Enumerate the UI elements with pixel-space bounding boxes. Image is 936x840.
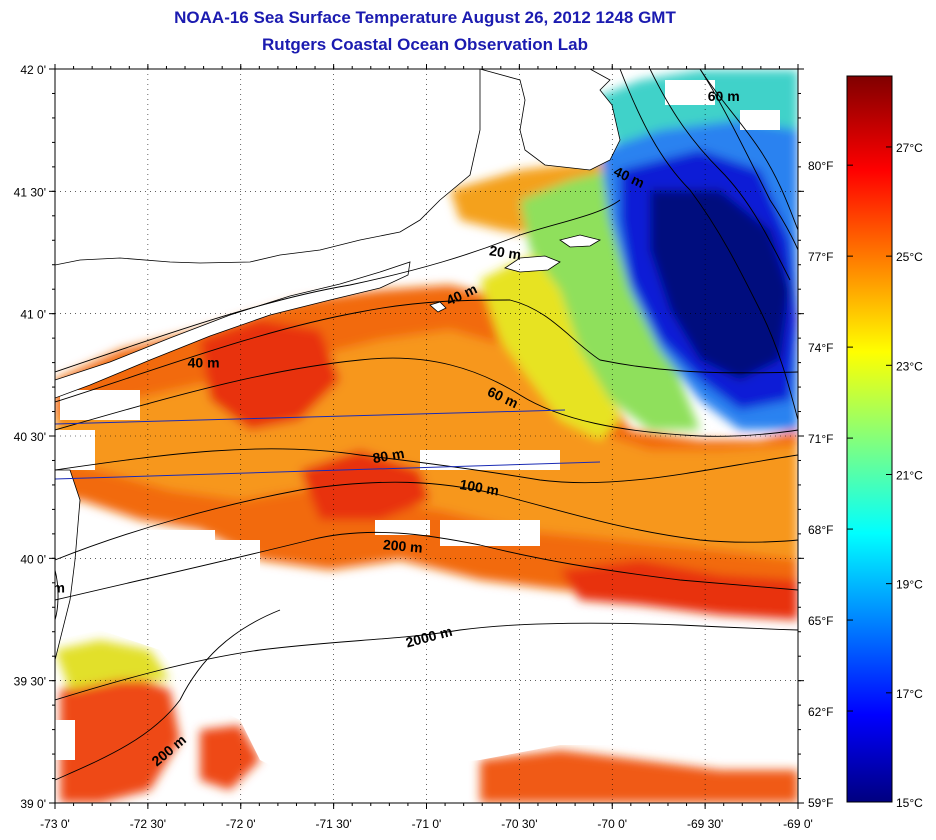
contour-line: [699, 69, 798, 251]
contour-line: [55, 609, 281, 781]
cloud-patch: [55, 720, 75, 760]
contour-line: [55, 622, 798, 701]
celsius-tick-label: 25°C: [896, 250, 923, 264]
fahrenheit-tick-label: 77°F: [808, 250, 833, 264]
lon-tick-label: -72 30': [130, 817, 166, 831]
colorbar: 15°C 17°C 19°C 21°C 23°C 25°C 27°C 59°F 62°F 65°F…: [808, 75, 923, 810]
cloud-patch: [55, 430, 95, 470]
contour-label: m: [52, 580, 64, 596]
celsius-tick-label: 27°C: [896, 141, 923, 155]
lat-tick-label: 39 0': [20, 797, 46, 811]
coastline-cape-cod: [479, 69, 621, 171]
lon-tick-label: -70 0': [597, 817, 627, 831]
map-axis-labels: -73 0' -72 30' -72 0' -71 30' -71 0' -70 30' -…: [14, 63, 813, 831]
land: [55, 69, 621, 661]
cloud-patch: [60, 390, 140, 420]
fahrenheit-tick-label: 68°F: [808, 523, 833, 537]
celsius-tick-label: 17°C: [896, 687, 923, 701]
contour-line: [55, 448, 798, 484]
coastline-long-island: [55, 261, 411, 399]
coastline-nantucket: [559, 234, 602, 248]
map-title: NOAA-16 Sea Surface Temperature August 2…: [174, 8, 676, 27]
lon-tick-label: -72 0': [226, 817, 256, 831]
cloud-patch: [420, 450, 560, 470]
lat-tick-label: 41 0': [20, 308, 46, 322]
sst-south-warm: [200, 725, 260, 790]
lat-tick-label: 40 30': [14, 430, 46, 444]
contour-line: [55, 481, 798, 561]
celsius-tick-label: 21°C: [896, 468, 923, 482]
contour-label: 200 m: [382, 536, 423, 555]
sst-south-warm: [480, 750, 798, 803]
contour-label: 80 m: [371, 445, 405, 466]
contour-label: 40 m: [188, 354, 220, 370]
colorbar-gradient: [846, 75, 893, 803]
lat-tick-label: 39 30': [14, 675, 46, 689]
lon-tick-label: -70 30': [501, 817, 537, 831]
lat-tick-label: 41 30': [14, 185, 46, 199]
celsius-tick-label: 15°C: [896, 796, 923, 810]
transect-lines: [55, 409, 601, 480]
contour-line: [649, 69, 791, 281]
contour-line: [55, 531, 798, 601]
sst-red-core: [300, 450, 430, 520]
sst-cold-core: [650, 190, 790, 380]
lon-tick-label: -69 0': [783, 817, 813, 831]
map-subtitle: Rutgers Coastal Ocean Observation Lab: [262, 35, 588, 54]
lat-tick-label: 42 0': [20, 63, 46, 77]
transect-line: [55, 461, 601, 480]
cloud-patch: [375, 520, 430, 535]
lon-tick-label: -69 30': [687, 817, 723, 831]
cloud-patch: [740, 110, 780, 130]
coastline-marthas-vineyard: [504, 255, 561, 273]
cloud-patch: [55, 530, 215, 610]
contour-line: [619, 69, 798, 421]
fahrenheit-tick-label: 59°F: [808, 796, 833, 810]
celsius-tick-label: 19°C: [896, 578, 923, 592]
fahrenheit-tick-label: 62°F: [808, 705, 833, 719]
lat-tick-label: 40 0': [20, 552, 46, 566]
contour-label: 100 m: [458, 476, 500, 499]
lon-tick-label: -71 30': [315, 817, 351, 831]
fahrenheit-tick-label: 80°F: [808, 159, 833, 173]
lon-tick-label: -71 0': [412, 817, 442, 831]
sst-red-core: [200, 320, 340, 430]
sst-south-warm: [60, 670, 180, 803]
sst-red-core: [560, 560, 798, 620]
sst-yellow-plume: [480, 250, 620, 440]
bathymetry-contours: [55, 69, 798, 781]
map-frame-ticks: [49, 64, 804, 809]
contour-line: [55, 569, 59, 621]
cloud-patch: [200, 540, 260, 580]
fahrenheit-tick-label: 74°F: [808, 341, 833, 355]
fahrenheit-tick-label: 65°F: [808, 614, 833, 628]
sst-green-front: [520, 170, 700, 430]
contour-line: [55, 199, 621, 373]
coastline-block-island: [429, 301, 447, 313]
colorbar-ticks: 15°C 17°C 19°C 21°C 23°C 25°C 27°C 59°F 62°F 65°F…: [808, 141, 923, 810]
contour-line: [699, 69, 798, 231]
transect-line: [55, 409, 566, 425]
contour-label: 60 m: [708, 88, 740, 104]
fahrenheit-tick-label: 71°F: [808, 432, 833, 446]
cloud-patch: [440, 520, 540, 546]
sst-south-yellow: [55, 640, 170, 690]
coastline-mainland: [55, 69, 481, 266]
lon-tick-label: -73 0': [40, 817, 70, 831]
contour-label: 20 m: [488, 242, 522, 262]
celsius-tick-label: 23°C: [896, 359, 923, 373]
contour-line: [55, 299, 798, 403]
cloud-patch: [665, 80, 715, 105]
coastline-new-jersey: [55, 469, 81, 661]
